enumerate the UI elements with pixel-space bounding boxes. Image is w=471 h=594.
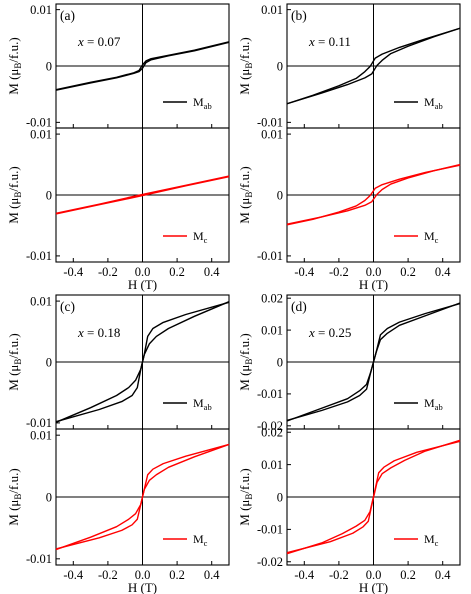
legend-label: Mc [193,229,208,245]
legend-label: Mc [193,532,208,548]
series-m-c-branch-2 [286,439,461,554]
panel-a: -0.01 0 0.01 M (μB/f.u.) (a)x = 0.07 Mab [6,3,230,130]
y-tick-label: 0 [277,355,283,369]
x-tick-label: -0.2 [329,568,349,582]
y-tick-label: 0.01 [30,3,52,17]
panel-label: (b) [291,8,307,23]
y-tick-label: 0.02 [261,291,283,305]
y-axis-title: M (μB/f.u.) [6,37,23,94]
x-tick-label: 0.2 [169,265,185,279]
y-tick-label: 0.01 [30,294,52,308]
x-axis-title: H (T) [359,580,388,594]
x-tick-label: 0.0 [135,265,151,279]
panel-label: (d) [291,299,307,314]
y-axis-title: M (μB/f.u.) [237,166,254,223]
x-tick-label: -0.4 [63,265,84,279]
y-axis-title: M (μB/f.u.) [237,468,254,525]
y-tick-label: -0.01 [26,552,52,566]
x-tick-label: -0.2 [98,568,118,582]
y-tick-label: 0 [46,490,52,504]
x-tick-label: 0.0 [366,265,382,279]
x-tick-label: 0.4 [204,265,220,279]
y-tick-label: 0.01 [261,3,283,17]
x-tick-label: -0.4 [63,568,84,582]
y-axis-title: M (μB/f.u.) [237,333,254,390]
composition-label: x = 0.07 [77,34,121,49]
x-tick-label: 0.0 [366,568,382,582]
y-axis-title: M (μB/f.u.) [237,37,254,94]
panel-b-c: -0.01 0 0.01 -0.4 -0.2 0.0 0.2 0.4 H (T) M (μB/f.… [237,127,461,292]
series-m-c-branch-2 [55,175,230,214]
composition-label: x = 0.25 [308,325,351,340]
series-m-c-branch-2 [286,164,461,226]
x-tick-label: -0.4 [294,265,315,279]
y-tick-label: -0.02 [257,419,283,433]
panel-a-c: -0.01 0 0.01 -0.4 -0.2 0.0 0.2 0.4 H (T) M (μB/f.… [6,127,230,292]
y-tick-label: -0.01 [257,387,283,401]
x-axis-title: H (T) [359,277,388,292]
legend-label: Mc [424,532,439,548]
y-tick-label: 0 [277,59,283,73]
y-tick-label: -0.01 [257,523,283,537]
y-tick-label: 0 [46,59,52,73]
panel-c-c: -0.01 0 0.01 -0.4 -0.2 0.0 0.2 0.4 H (T) M (μB/f.… [6,428,230,594]
series-m-ab-branch-2 [55,301,230,423]
y-tick-label: 0.01 [261,127,283,141]
x-tick-label: -0.4 [294,568,315,582]
y-tick-label: 0.02 [261,426,283,440]
legend-label: Mab [424,95,443,111]
legend-label: Mc [424,229,439,245]
y-axis-title: M (μB/f.u.) [6,166,23,223]
y-tick-label: -0.01 [257,116,283,130]
x-tick-label: 0.4 [204,568,220,582]
x-tick-label: 0.2 [400,568,416,582]
y-tick-label: -0.02 [257,555,283,569]
x-tick-label: -0.2 [329,265,349,279]
x-tick-label: 0.2 [169,568,185,582]
series-m-ab-branch-2 [286,27,461,105]
y-tick-label: -0.01 [257,249,283,263]
legend-label: Mab [424,396,443,412]
x-tick-label: 0.2 [400,265,416,279]
panel-label: (c) [60,299,75,314]
panel-d-c: -0.02 -0.01 0 0.01 0.02 -0.4 -0.2 0.0 0.2 0.4 H (T… [237,426,461,594]
panel-b: -0.01 0 0.01 M (μB/f.u.) (b)x = 0.11 Mab [237,3,461,130]
y-axis-title: M (μB/f.u.) [6,468,23,525]
y-tick-label: -0.01 [26,116,52,130]
y-axis-title: M (μB/f.u.) [6,333,23,390]
y-tick-label: -0.01 [26,416,52,430]
y-tick-label: 0 [46,188,52,202]
y-tick-label: 0.01 [30,127,52,141]
y-tick-label: 0.01 [261,458,283,472]
panel-label: (a) [60,8,75,23]
x-axis-title: H (T) [128,580,157,594]
series-m-ab-branch-2 [55,41,230,91]
composition-label: x = 0.18 [77,325,120,340]
series-m-ab-branch-1 [286,27,461,105]
y-tick-label: 0 [46,355,52,369]
legend-label: Mab [193,95,212,111]
x-tick-label: 0.4 [435,568,451,582]
series-m-c-branch-2 [55,443,230,550]
series-m-c-branch-1 [286,163,461,225]
y-tick-label: 0 [277,490,283,504]
series-m-ab-branch-2 [286,302,461,422]
y-tick-label: 0.01 [30,428,52,442]
x-tick-label: 0.4 [435,265,451,279]
legend-label: Mab [193,396,212,412]
x-axis-title: H (T) [128,277,157,292]
panel-c: -0.01 0 0.01 M (μB/f.u.) (c)x = 0.18 Mab [6,294,230,430]
composition-label: x = 0.11 [308,34,351,49]
x-tick-label: 0.0 [135,568,151,582]
x-tick-label: -0.2 [98,265,118,279]
y-tick-label: -0.01 [26,249,52,263]
panel-d: -0.02 -0.01 0 0.01 0.02 M (μB/f.u.) (d)x = 0.2… [237,291,461,433]
y-tick-label: 0 [277,188,283,202]
y-tick-label: 0.01 [261,323,283,337]
